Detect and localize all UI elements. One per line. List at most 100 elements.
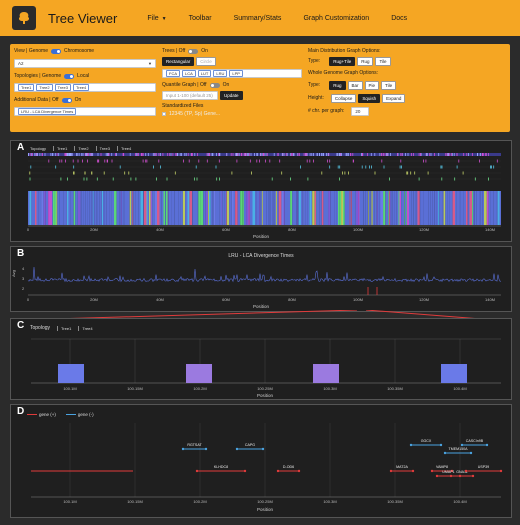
tab-tree4[interactable]: Tree4 <box>116 146 134 151</box>
tile-segment <box>362 191 364 225</box>
tree-chip[interactable]: LCA <box>182 70 196 77</box>
chromosome-select[interactable]: A2 ▼ <box>14 59 156 68</box>
rug-mark <box>218 153 220 156</box>
expand-button[interactable]: Expand <box>382 93 406 103</box>
tab-tree1[interactable]: Tree1 <box>53 146 70 151</box>
topologies-toggle[interactable] <box>64 73 75 79</box>
tile-segment <box>456 191 460 225</box>
nav-file[interactable]: File ▼ <box>147 15 166 22</box>
tile-segment <box>41 191 44 225</box>
view-toggle[interactable] <box>51 48 62 54</box>
rug-mark <box>218 153 219 156</box>
standardized-checkbox[interactable]: 12345 (TP, Sp) Gene... <box>162 110 302 118</box>
topology-chip[interactable]: Tree1 <box>18 84 35 91</box>
rug-mark <box>348 171 349 175</box>
tile-segment <box>463 191 466 225</box>
rug-mark <box>236 159 238 163</box>
tree-chip-input[interactable]: FCA LCA LUT LRU LPP <box>162 69 302 78</box>
topology-chip[interactable]: Tree3 <box>54 84 71 91</box>
gene-end-marker <box>499 469 503 473</box>
whole-tile-button[interactable]: Tile <box>381 80 397 90</box>
rug-mark <box>152 153 154 156</box>
nav-graph-customization[interactable]: Graph Customization <box>303 14 370 22</box>
tile-segment <box>312 191 315 225</box>
rug-mark <box>96 177 98 181</box>
tab-tree3[interactable]: Tree3 <box>95 146 113 151</box>
tile-segment <box>99 191 102 225</box>
tab-topology[interactable]: Topology <box>30 146 47 151</box>
rug-mark <box>488 153 489 156</box>
tile-segment <box>445 191 448 225</box>
topology-chip[interactable]: Tree4 <box>72 84 90 91</box>
chevron-down-icon: ▼ <box>161 15 167 22</box>
rug-mark <box>154 153 155 156</box>
rug-button[interactable]: Rug <box>357 56 374 66</box>
rug-mark <box>226 153 228 156</box>
rug-mark <box>65 159 66 163</box>
nav-docs[interactable]: Docs <box>391 14 408 22</box>
tree-chip[interactable]: FCA <box>166 70 180 77</box>
circle-button[interactable]: Circle <box>196 57 216 66</box>
rug-mark <box>336 153 338 156</box>
tab-tree1[interactable]: Tree1 <box>57 325 74 331</box>
tile-segment <box>383 191 386 225</box>
trees-toggle[interactable] <box>188 48 199 54</box>
rug-mark <box>73 171 75 175</box>
panel-b: B LRU - LCA Divergence Times Avg 4 3 2 0… <box>10 246 512 312</box>
tab-topology[interactable]: Topology <box>30 325 51 331</box>
gene-start-marker <box>389 469 393 473</box>
squish-button[interactable]: Squish <box>358 93 381 103</box>
gene-end-marker <box>411 469 415 473</box>
chr-input[interactable]: 20 <box>351 106 370 116</box>
whole-bar-button[interactable]: Bar <box>347 80 363 90</box>
gene-start-marker <box>443 451 447 455</box>
rug-mark <box>91 153 93 156</box>
rug-mark <box>397 153 399 156</box>
additional-toggle[interactable] <box>61 97 72 103</box>
rug-mark <box>281 171 283 175</box>
collapse-button[interactable]: Collapse <box>330 93 357 103</box>
tile-segment <box>256 191 260 225</box>
quantile-toggle[interactable] <box>209 82 220 88</box>
tile-segment <box>237 191 239 225</box>
tab-tree2[interactable]: Tree2 <box>74 146 91 151</box>
whole-rug-button[interactable]: Rug <box>329 80 346 90</box>
rug-mark <box>35 153 37 156</box>
tile-button[interactable]: Tile <box>375 56 391 66</box>
rug-mark <box>307 177 309 181</box>
panel-a-letter: A <box>17 142 25 153</box>
height-label: Height: <box>308 95 324 101</box>
update-button[interactable]: Update <box>220 91 243 100</box>
tree-logo-icon[interactable] <box>12 6 36 30</box>
tile-segment <box>297 191 298 225</box>
tile-segment <box>398 191 400 225</box>
additional-data-chip[interactable]: LRU - LCA Divergence Times <box>18 108 77 115</box>
nav-toolbar[interactable]: Toolbar <box>188 14 212 22</box>
rug-mark <box>156 177 157 181</box>
rug-mark <box>73 171 74 175</box>
axis-tick: 0 <box>26 297 30 302</box>
tab-tree4[interactable]: Tree4 <box>78 325 95 331</box>
topology-chip-input[interactable]: Tree1 Tree2 Tree3 Tree4 <box>14 83 156 92</box>
nav-summary[interactable]: Summary/Stats <box>233 14 282 22</box>
rug-mark <box>292 153 294 156</box>
quantile-input[interactable]: Input 1-100 (default 25) <box>162 91 218 100</box>
panel-a-xlabel: Position <box>252 234 270 239</box>
tile-segment <box>460 191 463 225</box>
rug-mark <box>383 153 384 156</box>
tile-segment <box>303 191 306 225</box>
panel-a-tabs: Topology Tree1 Tree2 Tree3 Tree4 <box>27 146 134 151</box>
tree-chip[interactable]: LPP <box>229 70 243 77</box>
tile-segment <box>209 191 211 225</box>
tile-segment <box>376 191 377 225</box>
tree-chip[interactable]: LUT <box>197 70 212 77</box>
rug-tile-button[interactable]: Rug+Tile <box>329 56 356 66</box>
rectangular-button[interactable]: Rectangular <box>162 57 195 66</box>
tile-segment <box>311 191 313 225</box>
topology-chip[interactable]: Tree2 <box>36 84 53 91</box>
additional-data-input[interactable]: LRU - LCA Divergence Times <box>14 107 156 116</box>
tile-segment <box>404 191 405 225</box>
tile-segment <box>353 191 356 225</box>
tree-chip[interactable]: LRU <box>213 70 228 77</box>
whole-pie-button[interactable]: Pie <box>364 80 380 90</box>
